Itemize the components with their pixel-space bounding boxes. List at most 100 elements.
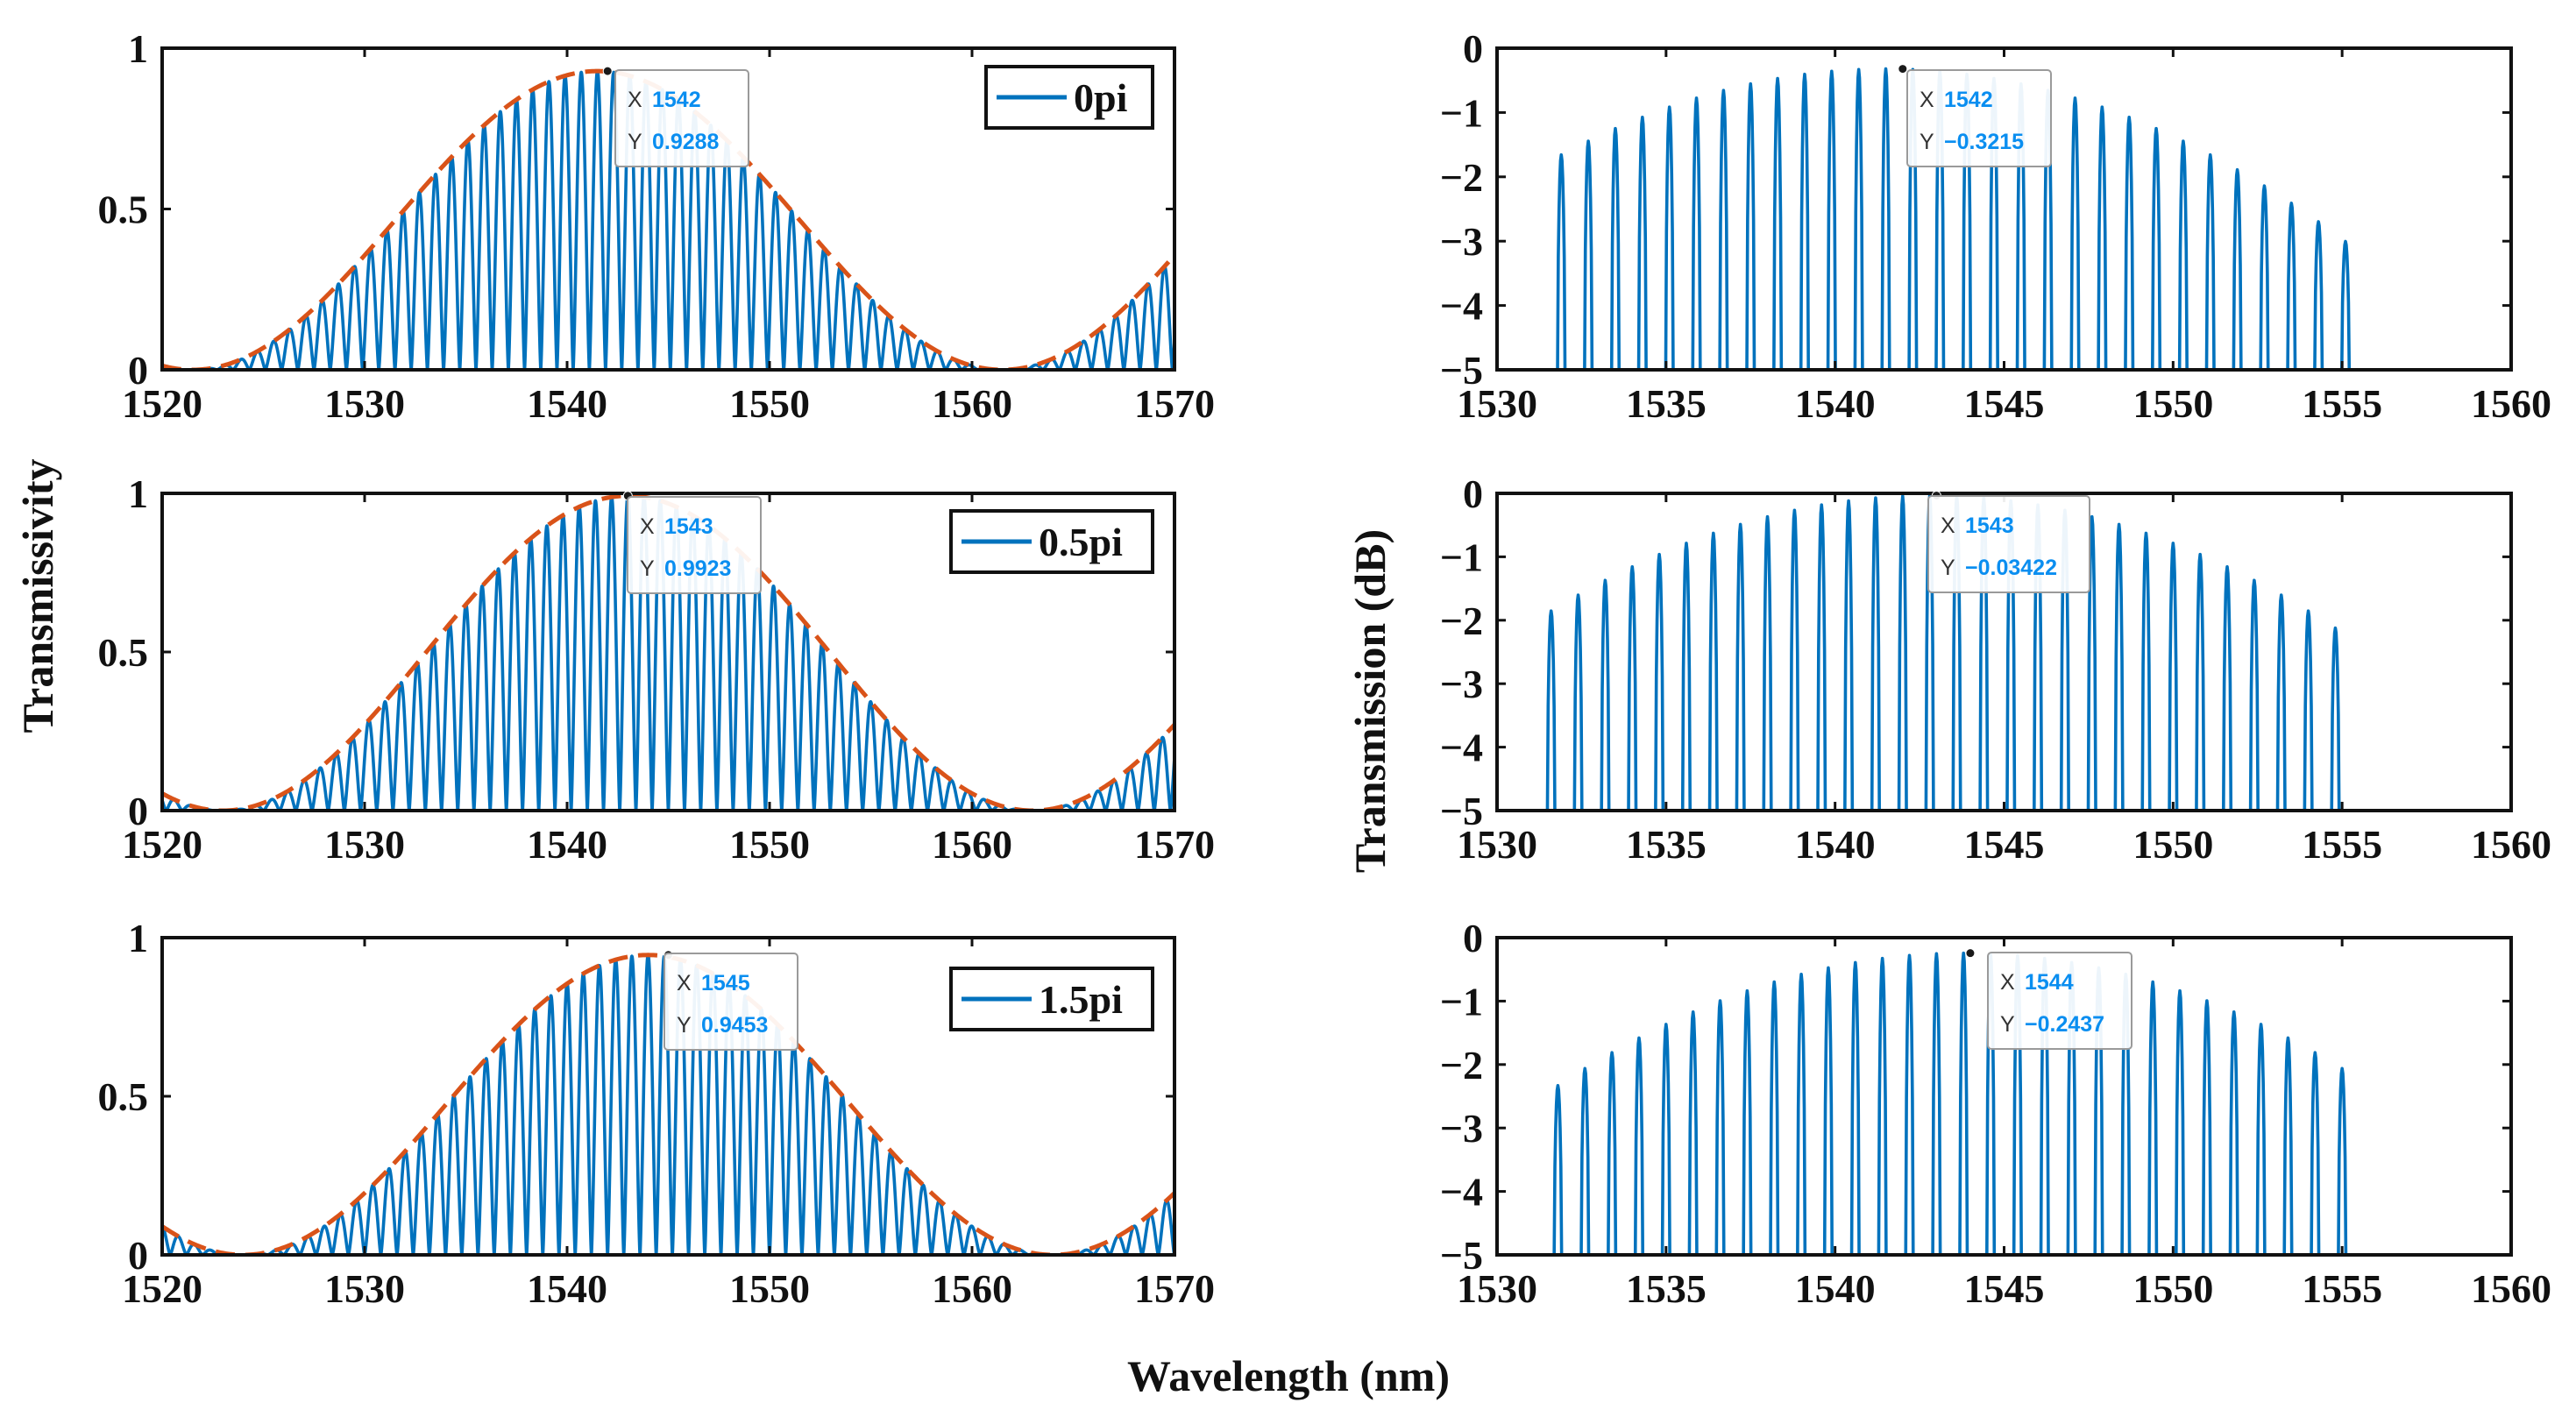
x-tick-label: 1570 [1134, 381, 1215, 426]
y-tick-label: 0 [1463, 471, 1483, 516]
x-tick-label: 1535 [1626, 381, 1707, 426]
x-tick-label: 1555 [2302, 1266, 2382, 1311]
y-tick-label: 1 [128, 26, 148, 71]
datatip[interactable]: X 1543 Y 0.9923 [622, 491, 762, 594]
datatip-value: 0.9453 [701, 1013, 768, 1038]
datatip-value: −0.03422 [1965, 556, 2057, 580]
y-tick-label: −5 [1440, 789, 1483, 833]
datatip-key: Y [1920, 130, 1934, 154]
legend: 0.5pi [949, 509, 1154, 574]
datatip-key: X [1941, 514, 1955, 538]
x-tick-label: 1530 [1457, 1266, 1537, 1311]
y-tick-label: 1 [128, 916, 148, 960]
datatip-value: −0.3215 [1944, 130, 2024, 154]
y-tick-label: 0.5 [98, 630, 149, 675]
y-tick-label: −5 [1440, 1233, 1483, 1278]
y-tick-label: −3 [1440, 1106, 1483, 1151]
x-tick-label: 1550 [2132, 381, 2213, 426]
datatip[interactable]: X 1543 Y −0.03422 [1927, 490, 2090, 593]
y-tick-label: −4 [1440, 284, 1483, 329]
x-axis-title: Wavelength (nm) [1127, 1351, 1450, 1400]
y-tick-label: −4 [1440, 726, 1483, 770]
datatip[interactable]: X 1542 Y 0.9288 [602, 66, 749, 167]
x-tick-label: 1540 [1795, 381, 1876, 426]
x-tick-label: 1530 [324, 822, 405, 867]
chart-panel-lin-1: 1520 1530 1540 1550 1560 1570 0 0.5 1 0.5pi X 1543 Y… [98, 471, 1216, 867]
datatip-value: −0.2437 [2025, 1012, 2104, 1037]
datatip-marker [1965, 948, 1976, 959]
x-tick-label: 1570 [1134, 822, 1215, 867]
legend-label: 1.5pi [1039, 977, 1123, 1022]
datatip-key: Y [677, 1013, 692, 1038]
x-tick-label: 1540 [1795, 1266, 1876, 1311]
x-tick-label: 1540 [527, 822, 607, 867]
datatip-value: 0.9288 [652, 130, 720, 154]
datatip[interactable]: X 1545 Y 0.9453 [664, 950, 798, 1051]
y-tick-label: −5 [1440, 348, 1483, 393]
x-tick-label: 1550 [2132, 1266, 2213, 1311]
datatip-box [1987, 952, 2132, 1050]
datatip-key: X [628, 88, 642, 112]
y-tick-label: 0.5 [98, 1074, 149, 1119]
datatip-key: X [1920, 88, 1934, 112]
datatip[interactable]: X 1544 Y −0.2437 [1965, 948, 2132, 1050]
x-tick-label: 1535 [1626, 822, 1707, 867]
x-tick-label: 1560 [932, 1266, 1012, 1311]
y-tick-label: −3 [1440, 662, 1483, 706]
y-tick-label: 0.5 [98, 188, 149, 232]
y-axis-title-left: Transmissivity [13, 459, 62, 733]
y-tick-label: 0 [1463, 26, 1483, 71]
legend-label: 0.5pi [1039, 520, 1123, 564]
y-tick-label: −1 [1440, 979, 1483, 1024]
x-tick-label: 1530 [1457, 822, 1537, 867]
x-tick-label: 1555 [2302, 381, 2382, 426]
datatip-marker [602, 66, 613, 76]
x-tick-label: 1560 [2471, 822, 2551, 867]
datatip-box [1927, 495, 2090, 593]
x-tick-label: 1540 [527, 381, 607, 426]
legend: 1.5pi [949, 967, 1154, 1031]
y-tick-label: 0 [128, 789, 148, 833]
legend: 0pi [984, 65, 1154, 130]
x-tick-label: 1570 [1134, 1266, 1215, 1311]
datatip[interactable]: X 1542 Y −0.3215 [1898, 64, 2052, 167]
y-tick-label: −2 [1440, 1043, 1483, 1087]
x-tick-label: 1560 [2471, 381, 2551, 426]
datatip-value: 1545 [701, 971, 750, 995]
x-tick-label: 1520 [122, 822, 202, 867]
datatip-key: Y [1941, 556, 1955, 580]
x-tick-label: 1520 [122, 1266, 202, 1311]
datatip-value: 1542 [652, 88, 701, 112]
y-tick-label: −1 [1440, 535, 1483, 579]
x-tick-label: 1520 [122, 381, 202, 426]
x-tick-label: 1530 [324, 1266, 405, 1311]
y-tick-label: −1 [1440, 90, 1483, 135]
datatip-key: X [640, 514, 655, 539]
x-tick-label: 1545 [1964, 1266, 2045, 1311]
datatip-value: 1543 [1965, 514, 2014, 538]
x-tick-label: 1560 [932, 822, 1012, 867]
datatip-box [614, 69, 749, 167]
series-line-envelope [162, 68, 1174, 370]
x-tick-label: 1545 [1964, 822, 2045, 867]
x-tick-label: 1555 [2302, 822, 2382, 867]
y-tick-label: −4 [1440, 1170, 1483, 1215]
x-tick-label: 1550 [2132, 822, 2213, 867]
y-tick-label: 0 [128, 1233, 148, 1278]
datatip-key: X [2000, 970, 2015, 995]
datatip-marker [1898, 64, 1908, 74]
datatip-value: 0.9923 [664, 556, 731, 581]
datatip-box [627, 496, 762, 594]
x-tick-label: 1545 [1964, 381, 2045, 426]
chart-panel-lin-0: 1520 1530 1540 1550 1560 1570 0 0.5 1 0pi X 1542 Y 0.… [98, 26, 1216, 426]
y-tick-label: 1 [128, 471, 148, 516]
x-tick-label: 1535 [1626, 1266, 1707, 1311]
chart-panel-db-2: 1530 1535 1540 1545 1550 1555 1560 0 −1 −2 −3 −4 −5 X… [1440, 916, 2551, 1311]
datatip-value: 1542 [1944, 88, 1993, 112]
y-tick-label: −2 [1440, 599, 1483, 643]
datatip-key: X [677, 971, 692, 995]
x-tick-label: 1530 [1457, 381, 1537, 426]
x-tick-label: 1550 [729, 381, 810, 426]
x-tick-label: 1560 [2471, 1266, 2551, 1311]
